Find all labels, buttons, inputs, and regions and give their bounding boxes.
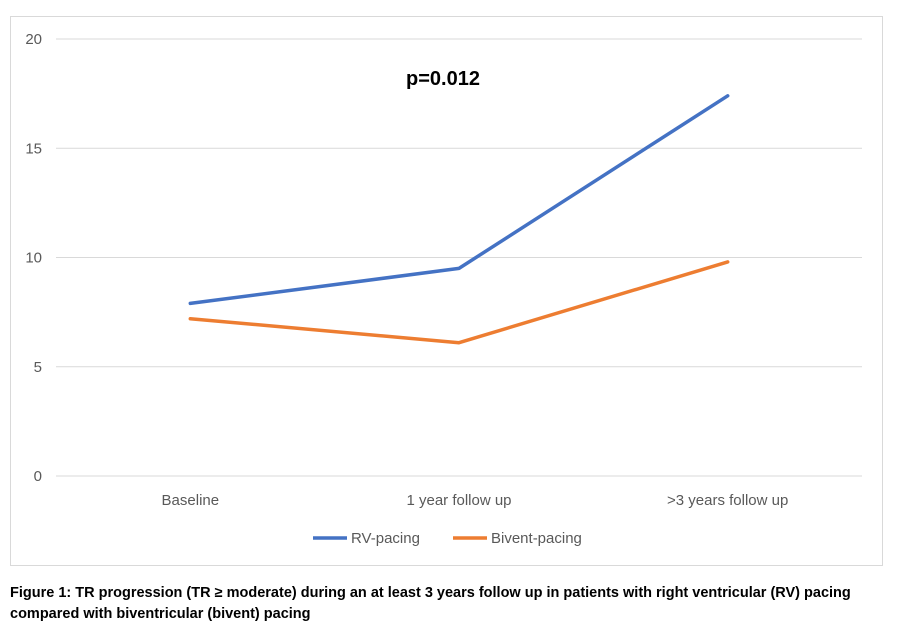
y-tick-label: 15 [25,140,42,157]
x-tick-label: Baseline [162,492,220,509]
y-tick-label: 20 [25,31,42,48]
x-tick-label: >3 years follow up [667,492,788,509]
series-line-rv-pacing [188,94,730,306]
line-chart: 0 5 10 15 20 Baseline 1 year follow up >3 years… [25,31,862,547]
legend-label: RV-pacing [351,530,420,547]
y-tick-label: 0 [34,468,42,485]
chart-frame [10,16,883,566]
x-tick-label: 1 year follow up [406,492,511,509]
legend-label: Bivent-pacing [491,530,582,547]
figure-caption: Figure 1: TR progression (TR ≥ moderate)… [10,585,851,622]
series-line-bivent-pacing [188,260,730,345]
p-value-annotation: p=0.012 [406,68,480,90]
y-tick-label: 5 [34,359,42,376]
y-tick-label: 10 [25,250,42,267]
